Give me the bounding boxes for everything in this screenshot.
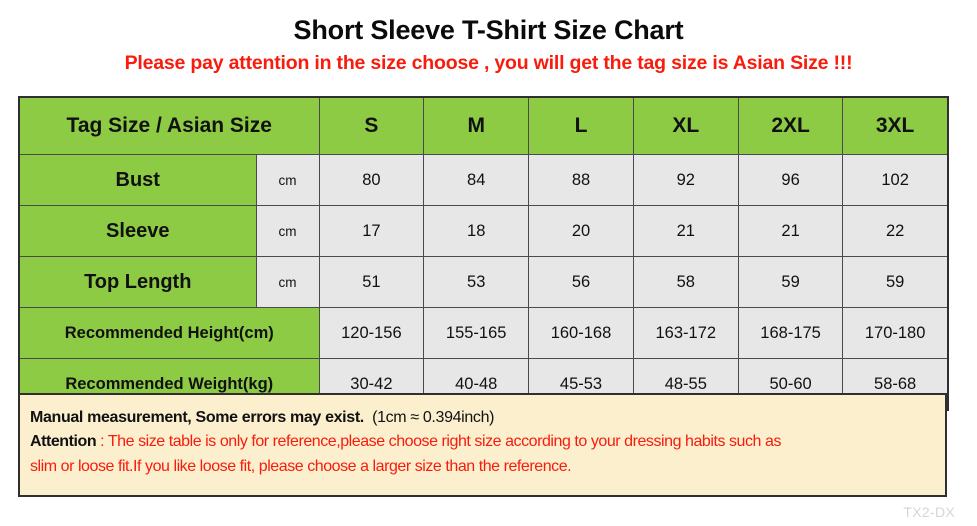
attention-text-part-1: : The size table is only for reference,p… xyxy=(100,433,782,451)
page-title: Short Sleeve T-Shirt Size Chart xyxy=(293,15,684,45)
cell-sleeve-3xl: 22 xyxy=(842,205,949,257)
cell-height-l: 160-168 xyxy=(528,307,634,359)
header-size-l: L xyxy=(528,96,634,155)
cell-top-length-l: 56 xyxy=(528,256,634,308)
header-size-xl: XL xyxy=(632,96,739,155)
cell-bust-s: 80 xyxy=(318,154,425,206)
watermark-label: TX2-DX xyxy=(903,504,955,520)
table-row: Top Length cm 51 53 56 58 59 59 xyxy=(18,256,949,308)
cell-top-length-m: 53 xyxy=(423,256,530,308)
cell-height-m: 155-165 xyxy=(423,307,530,359)
cell-top-length-3xl: 59 xyxy=(842,256,949,308)
attention-label: Attention xyxy=(30,433,97,451)
size-table: Tag Size / Asian Size S M L XL 2XL 3XL B… xyxy=(18,96,949,411)
cell-sleeve-l: 20 xyxy=(528,205,634,257)
attention-text-part-2: slim or loose fit.If you like loose fit,… xyxy=(30,457,572,475)
row-label-bust: Bust xyxy=(18,154,257,206)
disclaimer-line-3: slim or loose fit.If you like loose fit,… xyxy=(30,455,935,479)
manual-measurement-text: Manual measurement, Some errors may exis… xyxy=(30,409,364,426)
inch-conversion-text: (1cm ≈ 0.394inch) xyxy=(372,409,495,426)
cell-sleeve-s: 17 xyxy=(318,205,425,257)
header-size-m: M xyxy=(423,96,530,155)
cell-bust-2xl: 96 xyxy=(737,154,844,206)
cell-bust-xl: 92 xyxy=(632,154,739,206)
disclaimer-line-1: Manual measurement, Some errors may exis… xyxy=(30,406,935,430)
size-table-container: Tag Size / Asian Size S M L XL 2XL 3XL B… xyxy=(18,96,949,411)
cell-height-xl: 163-172 xyxy=(632,307,739,359)
disclaimer-line-2: Attention : The size table is only for r… xyxy=(30,430,935,454)
cell-sleeve-m: 18 xyxy=(423,205,530,257)
cell-top-length-xl: 58 xyxy=(632,256,739,308)
header-size-2xl: 2XL xyxy=(737,96,844,155)
cell-sleeve-xl: 21 xyxy=(632,205,739,257)
header-size-3xl: 3XL xyxy=(842,96,949,155)
cell-sleeve-2xl: 21 xyxy=(737,205,844,257)
page-subtitle: Please pay attention in the size choose … xyxy=(124,52,853,75)
table-header-row: Tag Size / Asian Size S M L XL 2XL 3XL xyxy=(18,96,949,155)
row-label-recommended-height: Recommended Height(cm) xyxy=(18,307,320,359)
cell-height-3xl: 170-180 xyxy=(842,307,949,359)
header-label-cell: Tag Size / Asian Size xyxy=(18,96,320,155)
row-unit-sleeve: cm xyxy=(255,205,320,257)
cell-bust-3xl: 102 xyxy=(842,154,949,206)
header-size-s: S xyxy=(318,96,425,155)
cell-height-2xl: 168-175 xyxy=(737,307,844,359)
cell-bust-l: 88 xyxy=(528,154,634,206)
table-row: Bust cm 80 84 88 92 96 102 xyxy=(18,154,949,206)
table-row: Recommended Height(cm) 120-156 155-165 1… xyxy=(18,307,949,359)
row-label-sleeve: Sleeve xyxy=(18,205,257,257)
cell-top-length-2xl: 59 xyxy=(737,256,844,308)
cell-bust-m: 84 xyxy=(423,154,530,206)
row-unit-bust: cm xyxy=(255,154,320,206)
cell-height-s: 120-156 xyxy=(318,307,425,359)
row-unit-top-length: cm xyxy=(255,256,320,308)
table-row: Sleeve cm 17 18 20 21 21 22 xyxy=(18,205,949,257)
disclaimer-box: Manual measurement, Some errors may exis… xyxy=(18,393,947,497)
row-label-top-length: Top Length xyxy=(18,256,257,308)
cell-top-length-s: 51 xyxy=(318,256,425,308)
